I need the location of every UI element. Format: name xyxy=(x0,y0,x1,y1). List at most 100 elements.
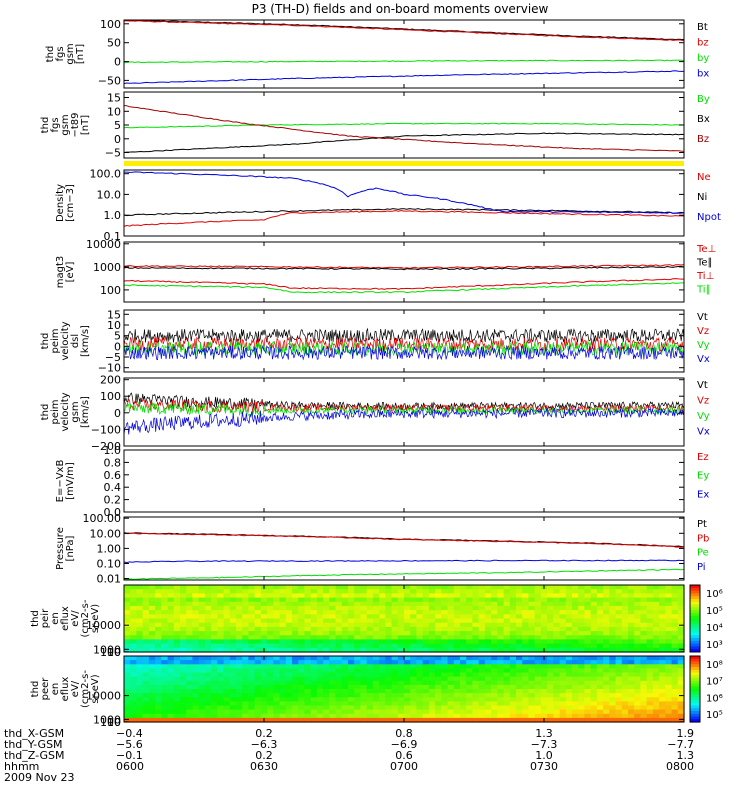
spectrogram-cell xyxy=(397,709,405,715)
spectrogram-cell xyxy=(615,717,623,723)
spectrogram-cell xyxy=(528,676,536,682)
spectrogram-cell xyxy=(428,713,436,719)
spectrogram-cell xyxy=(453,593,461,599)
spectrogram-cell xyxy=(229,660,237,665)
y-tick-label: 0 xyxy=(114,340,121,353)
spectrogram-cell xyxy=(528,597,536,603)
spectrogram-cell xyxy=(447,713,455,719)
spectrogram-cell xyxy=(453,635,461,641)
spectrogram-cell xyxy=(516,689,523,694)
y-tick-label: 1.0 xyxy=(104,444,122,457)
spectrogram-cell xyxy=(348,689,355,694)
spectrogram-cell xyxy=(391,589,399,594)
spectrogram-cell xyxy=(211,684,218,690)
spectrogram-cell xyxy=(130,705,137,711)
spectrogram-cell xyxy=(304,610,312,615)
spectrogram-cell xyxy=(472,664,480,669)
spectrogram-cell xyxy=(404,597,411,603)
spectrogram-cell xyxy=(292,709,299,715)
spectrogram-cell xyxy=(223,610,231,615)
spectrogram-cell xyxy=(217,585,225,590)
spectrogram-cell xyxy=(192,622,200,628)
spectrogram-cell xyxy=(267,610,274,615)
spectrogram-cell xyxy=(236,664,243,669)
spectrogram-cell xyxy=(404,676,411,682)
spectrogram-cell xyxy=(603,697,610,702)
y-tick-label: 10 xyxy=(107,716,121,729)
spectrogram-cell xyxy=(273,664,281,669)
spectrogram-cell xyxy=(441,676,449,682)
spectrogram-cell xyxy=(677,668,685,674)
spectrogram-cell xyxy=(484,601,492,607)
spectrogram-cell xyxy=(522,597,529,603)
spectrogram-cell xyxy=(516,705,523,711)
spectrogram-cell xyxy=(547,589,554,594)
spectrogram-cell xyxy=(603,614,610,620)
spectrogram-cell xyxy=(509,709,517,715)
spectrogram-cell xyxy=(198,701,206,707)
spectrogram-cell xyxy=(236,713,243,719)
spectrogram-cell xyxy=(217,605,225,611)
spectrogram-cell xyxy=(615,605,623,611)
spectrogram-cell xyxy=(130,639,137,645)
spectrogram-cell xyxy=(335,626,343,632)
spectrogram-cell xyxy=(578,717,585,723)
spectrogram-cell xyxy=(385,585,393,590)
spectrogram-cell xyxy=(360,605,368,611)
spectrogram-cell xyxy=(516,618,523,624)
spectrogram-cell xyxy=(509,713,517,719)
spectrogram-cell xyxy=(366,593,374,599)
spectrogram-cell xyxy=(435,684,442,690)
spectrogram-cell xyxy=(659,601,666,607)
spectrogram-cell xyxy=(497,589,505,594)
spectrogram-cell xyxy=(540,610,548,615)
spectrogram-cell xyxy=(609,697,617,702)
spectrogram-cell xyxy=(267,597,274,603)
spectrogram-cell xyxy=(677,709,685,715)
spectrogram-cell xyxy=(621,626,629,632)
spectrogram-cell xyxy=(372,717,380,723)
spectrogram-cell xyxy=(279,631,287,636)
axis-value-t: 0630 xyxy=(250,760,278,773)
spectrogram-cell xyxy=(148,614,156,620)
spectrogram-cell xyxy=(540,705,548,711)
spectrogram-cell xyxy=(304,709,312,715)
spectrogram-cell xyxy=(634,635,641,641)
spectrogram-cell xyxy=(304,705,312,711)
spectrogram-cell xyxy=(360,589,368,594)
spectrogram-cell xyxy=(186,664,193,669)
spectrogram-cell xyxy=(547,639,554,645)
y-tick-label: 5 xyxy=(114,330,121,343)
spectrogram-cell xyxy=(354,701,361,707)
spectrogram-cell xyxy=(435,717,442,723)
spectrogram-cell xyxy=(298,668,305,674)
spectrogram-cell xyxy=(671,618,679,624)
spectrogram-cell xyxy=(136,672,144,678)
spectrogram-cell xyxy=(640,622,648,628)
spectrogram-cell xyxy=(478,705,486,711)
spectrogram-cell xyxy=(273,585,281,590)
spectrogram-cell xyxy=(547,693,554,698)
plot-area xyxy=(124,310,684,372)
spectrogram-cell xyxy=(534,614,542,620)
spectrogram-cell xyxy=(341,660,349,665)
spectrogram-cell xyxy=(603,605,610,611)
spectrogram-cell xyxy=(298,647,305,653)
spectrogram-cell xyxy=(142,701,150,707)
spectrogram-cell xyxy=(628,635,635,641)
spectrogram-cell xyxy=(323,601,330,607)
colorbar-segment xyxy=(690,702,700,707)
spectrogram-cell xyxy=(354,626,361,632)
axis-row-label: hhmm xyxy=(4,760,39,773)
spectrogram-cell xyxy=(285,614,293,620)
spectrogram-cell xyxy=(422,717,430,723)
spectrogram-cell xyxy=(130,656,137,661)
spectrogram-cell xyxy=(416,689,424,694)
spectrogram-cell xyxy=(497,631,505,636)
legend-label: Bz xyxy=(697,134,709,145)
spectrogram-cell xyxy=(634,705,641,711)
spectrogram-cell xyxy=(391,614,399,620)
spectrogram-cell xyxy=(136,614,144,620)
spectrogram-cell xyxy=(441,701,449,707)
spectrogram-cell xyxy=(422,676,430,682)
